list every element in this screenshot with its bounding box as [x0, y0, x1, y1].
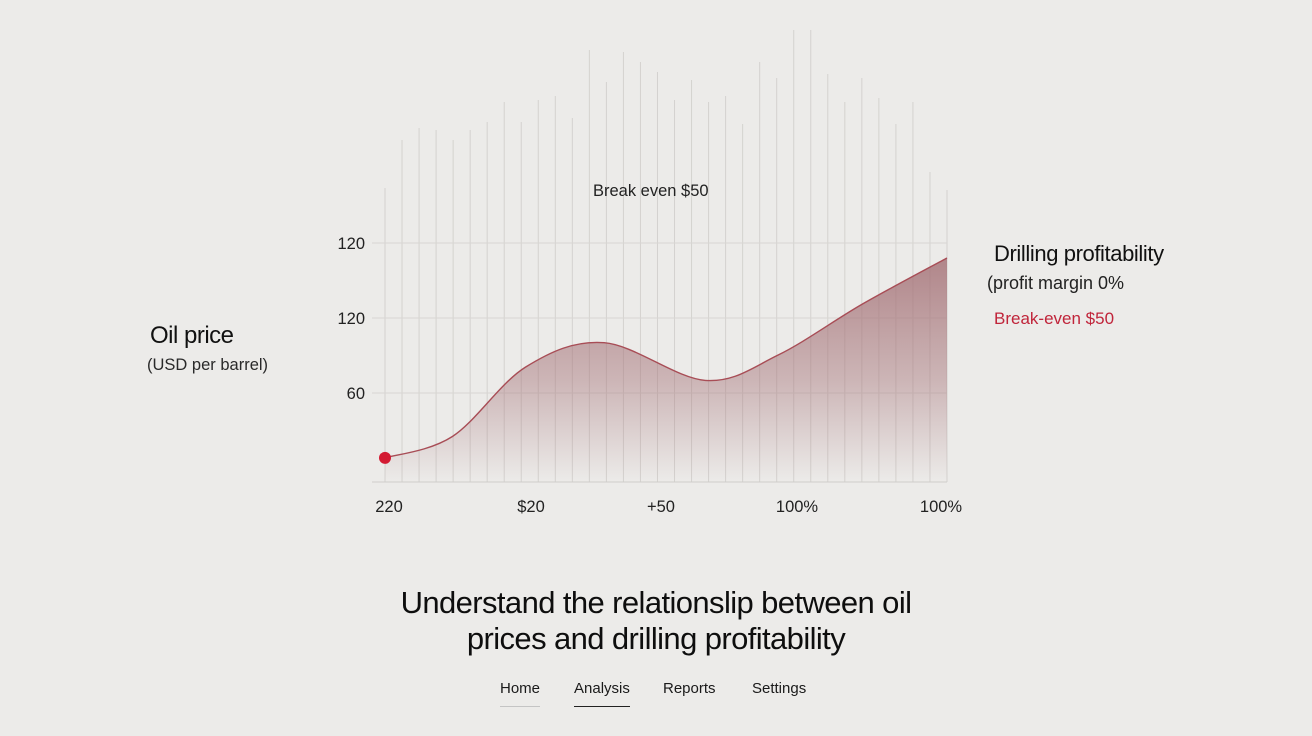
page-headline: Understand the relationslip between oil … — [0, 585, 1312, 657]
x-tick-label: 100% — [776, 498, 819, 516]
x-tick-label: 220 — [375, 498, 403, 516]
headline-line-2: prices and drilling profitability — [466, 621, 846, 656]
x-axis-ticks: 220 $20 +50 100% 100% — [375, 498, 962, 516]
nav-underline-analysis — [574, 705, 630, 707]
y-tick-label: 60 — [347, 385, 365, 403]
nav-item-settings[interactable]: Settings — [752, 680, 806, 705]
nav-label-settings: Settings — [752, 680, 807, 697]
y-axis-unit: (USD per barrel) — [147, 356, 269, 374]
y-axis-title: Oil price — [150, 322, 234, 349]
x-tick-label: $20 — [517, 498, 545, 516]
nav-label-reports: Reports — [663, 680, 716, 697]
series-title: Drilling profitability — [994, 241, 1164, 266]
headline-line-1: Understand the relationslip between oil — [400, 585, 912, 620]
nav-item-analysis[interactable]: Analysis — [574, 680, 630, 707]
y-axis-ticks: 120 120 60 — [337, 235, 365, 403]
nav-item-reports[interactable]: Reports — [663, 680, 716, 705]
nav-label-home: Home — [500, 680, 541, 697]
nav-item-home[interactable]: Home — [500, 680, 541, 707]
nav-underline-home — [500, 706, 541, 707]
x-tick-label: 100% — [920, 498, 963, 516]
breakeven-label: Break-even $50 — [994, 309, 1115, 328]
y-tick-label: 120 — [337, 310, 365, 328]
nav-label-analysis: Analysis — [574, 680, 630, 697]
profit-margin-label: (profit margin 0% — [987, 273, 1125, 293]
x-tick-label: +50 — [647, 498, 675, 516]
series-start-point[interactable] — [379, 451, 391, 464]
area-fill — [385, 258, 947, 482]
bottom-nav: Home Analysis Reports Settings — [0, 680, 1312, 712]
breakeven-top-label: Break even $50 — [593, 182, 709, 200]
y-tick-label: 120 — [337, 235, 365, 253]
series-line — [384, 257, 948, 459]
